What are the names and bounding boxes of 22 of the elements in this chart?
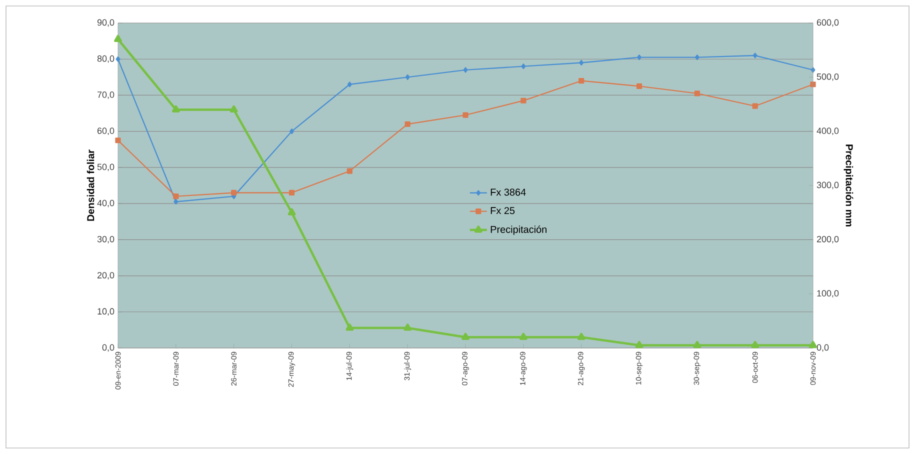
y-tick-label: 20,0 [97, 272, 114, 280]
y-tick-label: 0,0 [102, 344, 114, 352]
y-tick-label: 50,0 [97, 164, 114, 172]
y2-tick-label: 200,0 [816, 236, 839, 244]
legend-label: Precipitación [490, 226, 546, 235]
y-axis-title: Densidad foliar [86, 150, 94, 221]
y2-tick-label: 100,0 [817, 290, 839, 298]
y2-tick-label: 500,0 [816, 73, 839, 81]
y2-tick-label: 600,0 [816, 19, 839, 27]
y-tick-label: 80,0 [97, 55, 114, 63]
y2-tick-label: 300,0 [816, 182, 839, 190]
y-tick-label: 90,0 [97, 19, 114, 27]
y2-tick-label: 0,0 [816, 344, 829, 352]
legend-label: Fx 25 [490, 207, 515, 214]
legend-label: Fx 3864 [490, 188, 526, 196]
y-tick-label: 60,0 [97, 128, 114, 136]
y-tick-label: 70,0 [97, 92, 114, 99]
y-tick-label: 40,0 [97, 200, 114, 208]
y2-tick-label: 400,0 [816, 128, 839, 136]
y2-axis-title: Precipitación mm [844, 144, 854, 226]
y-tick-label: 30,0 [97, 236, 114, 244]
y-tick-label: 10,0 [98, 308, 114, 316]
